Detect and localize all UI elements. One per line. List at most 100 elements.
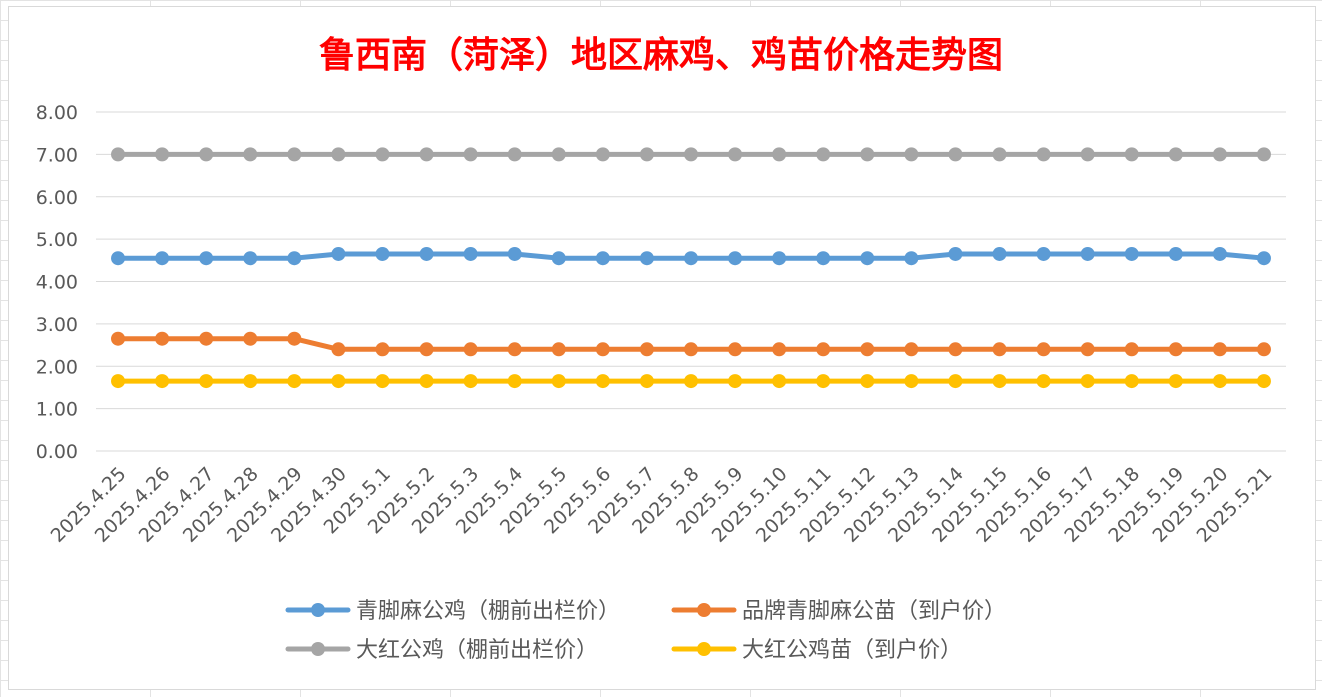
data-point — [1168, 342, 1183, 357]
data-point — [507, 342, 522, 357]
data-point — [684, 374, 698, 389]
data-point — [860, 251, 875, 266]
data-point — [684, 251, 698, 266]
data-point — [155, 147, 170, 162]
y-tick-label: 3.00 — [36, 314, 78, 336]
data-point — [595, 374, 610, 389]
data-point — [375, 342, 390, 357]
legend-swatch-marker — [311, 603, 325, 617]
data-point — [199, 251, 214, 266]
data-point — [1036, 246, 1051, 261]
data-point — [1256, 147, 1271, 162]
data-point — [948, 342, 963, 357]
data-point — [639, 251, 654, 266]
data-point — [507, 246, 522, 261]
data-point — [1080, 374, 1095, 389]
data-point — [551, 147, 566, 162]
data-point — [1036, 342, 1051, 357]
data-point — [772, 342, 787, 357]
data-point — [860, 374, 875, 389]
data-point — [1080, 246, 1095, 261]
chart-title: 鲁西南（菏泽）地区麻鸡、鸡苗价格走势图 — [318, 34, 1003, 76]
data-point — [1212, 147, 1227, 162]
data-point — [199, 147, 214, 162]
data-point — [1124, 246, 1139, 261]
data-point — [1168, 147, 1183, 162]
data-point — [816, 147, 831, 162]
data-point — [948, 246, 963, 261]
data-point — [419, 374, 434, 389]
data-point — [1080, 147, 1095, 162]
data-point — [375, 147, 390, 162]
data-point — [243, 331, 258, 346]
data-point — [287, 331, 302, 346]
data-point — [595, 342, 610, 357]
data-point — [1036, 147, 1051, 162]
data-point — [904, 342, 919, 357]
data-point — [992, 374, 1007, 389]
data-point — [375, 246, 390, 261]
data-point — [816, 374, 831, 389]
data-point — [287, 374, 302, 389]
data-point — [904, 147, 919, 162]
data-point — [1168, 374, 1183, 389]
data-point — [199, 331, 214, 346]
data-point — [816, 342, 831, 357]
data-point — [684, 147, 698, 162]
y-tick-label: 0.00 — [36, 441, 78, 463]
y-tick-label: 7.00 — [36, 144, 78, 166]
data-point — [595, 251, 610, 266]
data-point — [243, 251, 258, 266]
data-point — [1256, 251, 1271, 266]
y-tick-label: 5.00 — [36, 229, 78, 251]
data-point — [684, 342, 698, 357]
data-point — [860, 147, 875, 162]
data-point — [551, 342, 566, 357]
data-point — [243, 374, 258, 389]
data-point — [639, 342, 654, 357]
y-tick-label: 2.00 — [36, 356, 78, 378]
data-point — [772, 251, 787, 266]
legend-label: 大红公鸡苗（到户价） — [742, 638, 962, 663]
data-point — [551, 251, 566, 266]
data-point — [507, 374, 522, 389]
data-point — [992, 246, 1007, 261]
legend-label: 品牌青脚麻公苗（到户价） — [742, 599, 1006, 624]
data-point — [155, 374, 170, 389]
y-tick-label: 1.00 — [36, 399, 78, 421]
data-point — [199, 374, 214, 389]
data-point — [111, 147, 126, 162]
data-point — [595, 147, 610, 162]
data-point — [111, 331, 126, 346]
data-point — [1212, 246, 1227, 261]
y-tick-label: 6.00 — [36, 187, 78, 209]
data-point — [860, 342, 875, 357]
data-point — [243, 147, 258, 162]
data-point — [1256, 342, 1271, 357]
data-point — [551, 374, 566, 389]
data-point — [728, 342, 743, 357]
legend-label: 大红公鸡（棚前出栏价） — [356, 638, 598, 663]
data-point — [287, 251, 302, 266]
data-point — [507, 147, 522, 162]
data-point — [463, 374, 478, 389]
data-point — [331, 246, 346, 261]
data-point — [331, 147, 346, 162]
data-point — [772, 147, 787, 162]
data-point — [1036, 374, 1051, 389]
data-point — [816, 251, 831, 266]
data-point — [463, 246, 478, 261]
data-point — [331, 342, 346, 357]
data-point — [1124, 374, 1139, 389]
data-point — [1124, 342, 1139, 357]
y-tick-label: 4.00 — [36, 272, 78, 294]
data-point — [1168, 246, 1183, 261]
data-point — [1080, 342, 1095, 357]
data-point — [111, 374, 126, 389]
data-point — [728, 251, 743, 266]
legend-swatch-marker — [697, 603, 711, 617]
data-point — [992, 147, 1007, 162]
data-point — [639, 147, 654, 162]
data-point — [419, 147, 434, 162]
data-point — [1124, 147, 1139, 162]
